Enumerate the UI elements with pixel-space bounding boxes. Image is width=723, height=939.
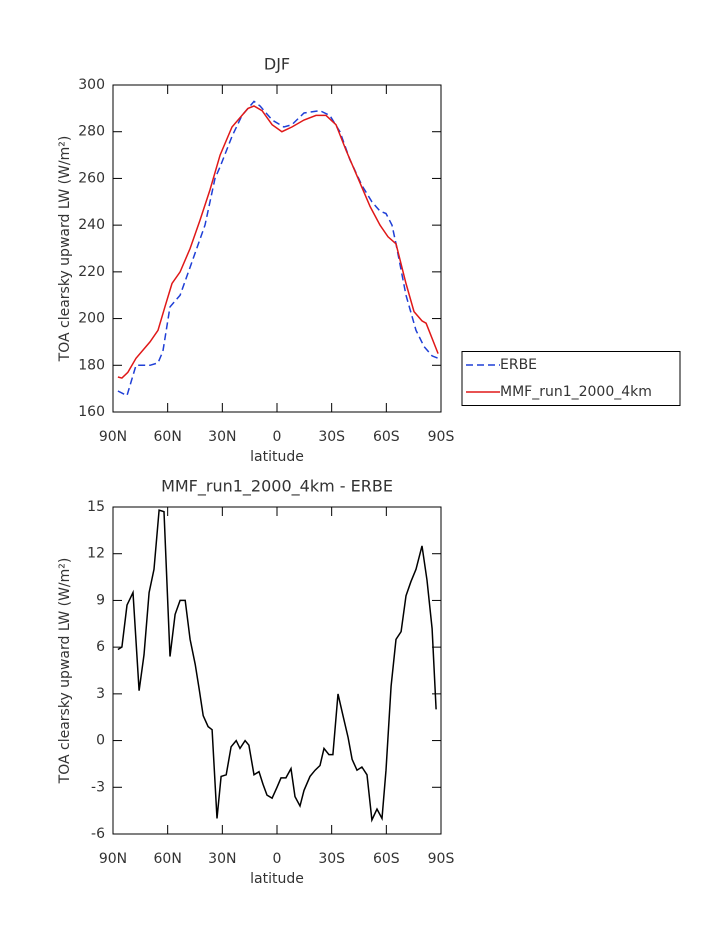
x-tick-label: 60N: [154, 851, 182, 867]
y-tick-label: 15: [87, 499, 105, 515]
data-line: [117, 509, 437, 823]
x-tick-label: 90S: [428, 429, 455, 445]
y-tick-label: 160: [78, 404, 105, 420]
x-tick-label: 0: [273, 851, 282, 867]
x-tick-label: 30S: [318, 851, 345, 867]
x-tick-label: 90N: [99, 851, 127, 867]
chart-title: DJF: [264, 55, 290, 74]
x-tick-label: 60S: [373, 429, 400, 445]
data-line: [117, 105, 439, 379]
x-tick-label: 60N: [154, 429, 182, 445]
plot-frame: [112, 506, 442, 835]
y-tick-label: 12: [87, 546, 105, 562]
x-axis-label: latitude: [250, 449, 304, 465]
y-axis-label: TOA clearsky upward LW (W/m²): [57, 136, 73, 363]
y-tick-label: 200: [78, 311, 105, 327]
x-tick-label: 0: [273, 429, 282, 445]
y-tick-label: -3: [91, 779, 105, 795]
y-tick-label: 0: [96, 733, 105, 749]
data-line: [117, 100, 439, 397]
x-tick-label: 30N: [208, 851, 236, 867]
y-axis-label: TOA clearsky upward LW (W/m²): [57, 558, 73, 785]
chart-title: MMF_run1_2000_4km - ERBE: [161, 477, 393, 497]
legend-label: MMF_run1_2000_4km: [500, 384, 652, 400]
y-tick-label: 3: [96, 686, 105, 702]
y-tick-label: 260: [78, 170, 105, 186]
y-tick-label: 220: [78, 264, 105, 280]
x-axis-label: latitude: [250, 871, 304, 887]
y-tick-label: 240: [78, 217, 105, 233]
legend-label: ERBE: [500, 357, 537, 373]
y-tick-label: 9: [96, 592, 105, 608]
x-tick-label: 90N: [99, 429, 127, 445]
x-tick-label: 30S: [318, 429, 345, 445]
y-tick-label: 300: [78, 77, 105, 93]
y-tick-label: 280: [78, 124, 105, 140]
x-tick-label: 60S: [373, 851, 400, 867]
legend-box: [461, 351, 681, 407]
x-tick-label: 90S: [428, 851, 455, 867]
plot-frame: [112, 84, 442, 413]
y-tick-label: 180: [78, 357, 105, 373]
y-tick-label: 6: [96, 639, 105, 655]
y-tick-label: -6: [91, 826, 105, 842]
x-tick-label: 30N: [208, 429, 236, 445]
